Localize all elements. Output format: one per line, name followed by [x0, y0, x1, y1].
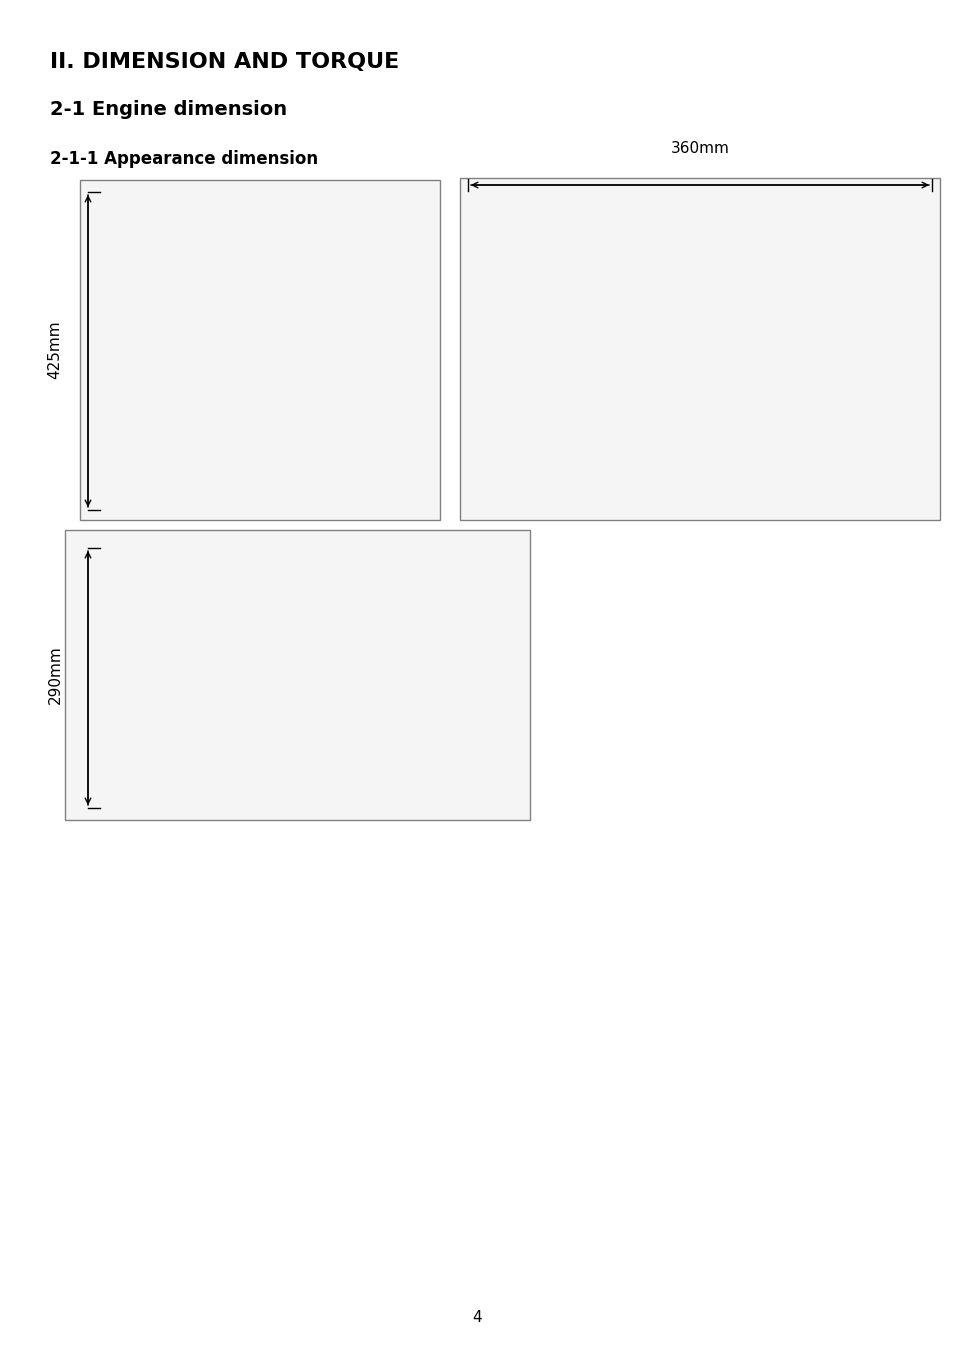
Text: 290mm: 290mm — [48, 646, 63, 704]
Text: 4: 4 — [472, 1310, 481, 1325]
Bar — [80, 180, 439, 520]
Text: 2-1-1 Appearance dimension: 2-1-1 Appearance dimension — [50, 150, 317, 168]
Bar — [459, 178, 939, 520]
Text: 425mm: 425mm — [48, 320, 63, 380]
Text: 2-1 Engine dimension: 2-1 Engine dimension — [50, 100, 287, 119]
Bar — [65, 530, 530, 820]
Text: II. DIMENSION AND TORQUE: II. DIMENSION AND TORQUE — [50, 51, 399, 72]
Text: 360mm: 360mm — [670, 141, 729, 155]
